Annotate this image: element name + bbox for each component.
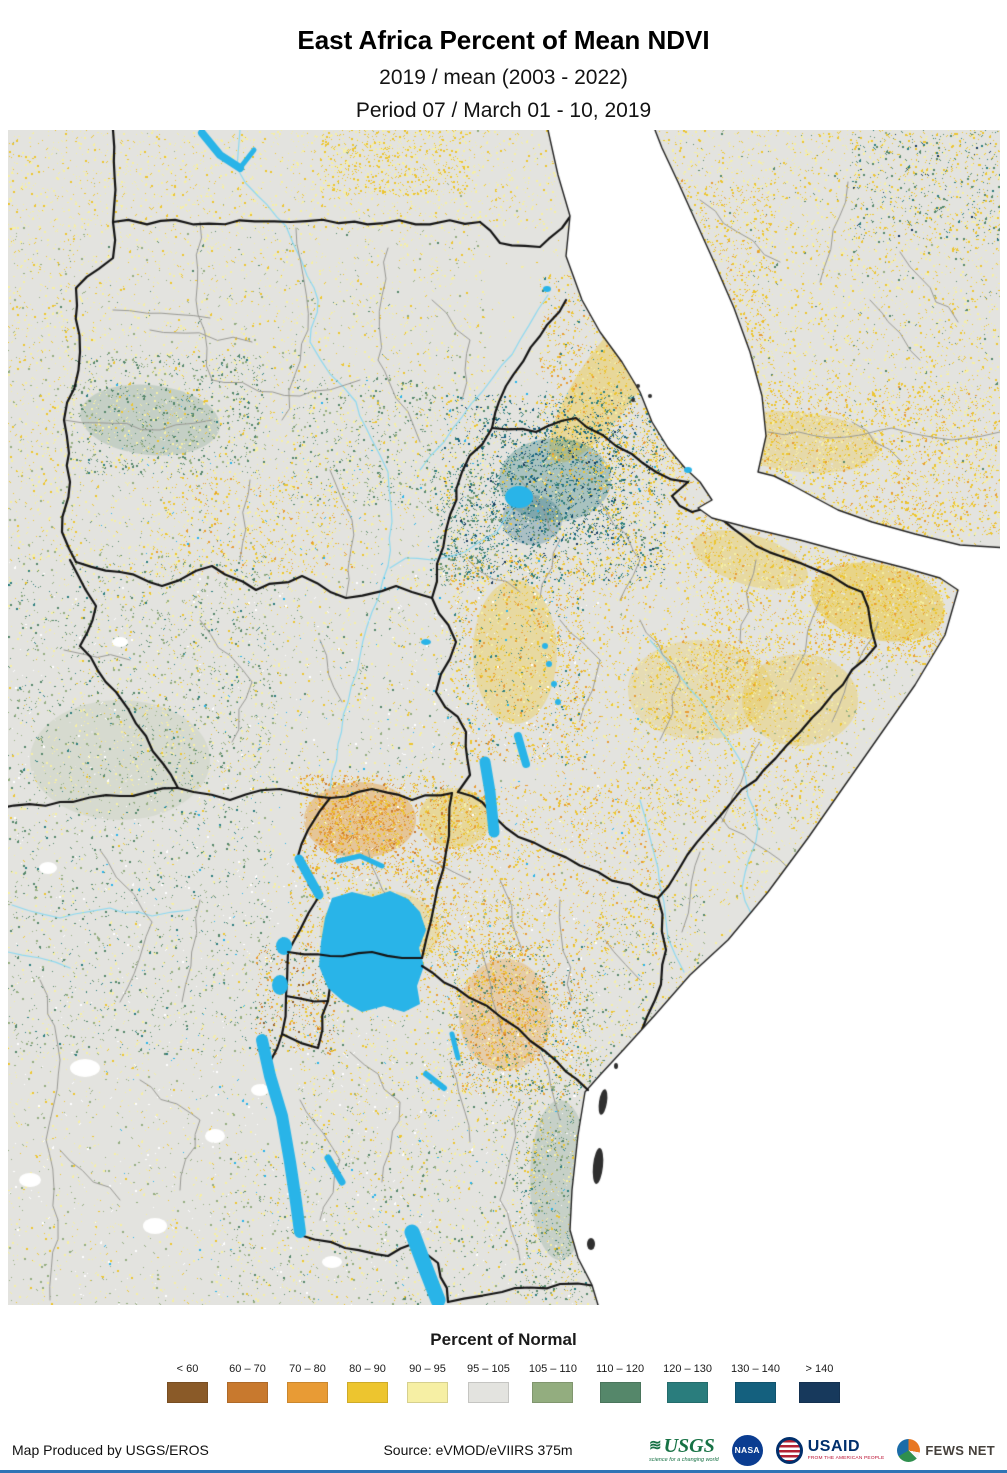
legend-row: < 60 60 – 70 70 – 80 80 – 90 90 – 95 95 – 105… — [0, 1363, 1007, 1403]
legend-class-label: 90 – 95 — [409, 1363, 446, 1375]
usgs-logo: ≋ USGS science for a changing world — [649, 1436, 719, 1464]
legend-title: Percent of Normal — [430, 1330, 577, 1349]
legend-class-label: < 60 — [176, 1363, 199, 1375]
legend-class-label: > 140 — [805, 1363, 834, 1375]
map-header: East Africa Percent of Mean NDVI 2019 / … — [0, 24, 1007, 124]
produced-by-text: Map Produced by USGS/EROS — [12, 1442, 209, 1458]
legend-swatch — [167, 1382, 209, 1403]
legend-swatch — [667, 1382, 709, 1403]
legend-class-label: 130 – 140 — [731, 1363, 780, 1375]
legend-swatch — [287, 1382, 329, 1403]
legend-class-label: 70 – 80 — [289, 1363, 326, 1375]
legend-swatch — [532, 1382, 574, 1403]
usgs-logo-main: ≋ USGS — [649, 1436, 715, 1456]
legend-item: 95 – 105 — [467, 1363, 510, 1403]
usaid-tagline: FROM THE AMERICAN PEOPLE — [807, 1455, 885, 1461]
fewsnet-logo-text: FEWS NET — [925, 1442, 995, 1458]
legend-swatch — [467, 1382, 509, 1403]
legend-item: > 140 — [798, 1363, 840, 1403]
usgs-wave-icon: ≋ — [649, 1437, 662, 1454]
usaid-logo: USAID FROM THE AMERICAN PEOPLE — [775, 1436, 885, 1464]
legend-item: 80 – 90 — [347, 1363, 389, 1403]
source-text: Source: eVMOD/eVIIRS 375m — [383, 1442, 573, 1458]
usgs-logo-text: USGS — [663, 1435, 715, 1458]
legend-swatch — [347, 1382, 389, 1403]
footer: Map Produced by USGS/EROS Source: eVMOD/… — [0, 1430, 1007, 1470]
footer-rule — [0, 1470, 1007, 1473]
legend-swatch — [227, 1382, 269, 1403]
usaid-seal-icon — [775, 1436, 803, 1464]
legend-item: 120 – 130 — [663, 1363, 712, 1403]
legend-class-label: 105 – 110 — [528, 1363, 577, 1375]
usaid-logo-text: USAID — [807, 1437, 861, 1455]
usaid-text: USAID FROM THE AMERICAN PEOPLE — [807, 1437, 885, 1462]
ndvi-map-canvas — [8, 130, 1000, 1305]
legend-swatch — [798, 1382, 840, 1403]
usgs-tagline: science for a changing world — [649, 1457, 719, 1464]
legend-class-label: 80 – 90 — [349, 1363, 386, 1375]
legend-swatch — [407, 1382, 449, 1403]
fewsnet-logo: FEWS NET — [897, 1438, 995, 1462]
legend-item: < 60 — [167, 1363, 209, 1403]
legend-swatch — [599, 1382, 641, 1403]
legend-class-label: 120 – 130 — [663, 1363, 713, 1375]
map-subtitle-ratio: 2019 / mean (2003 - 2022) — [379, 65, 628, 89]
legend-class-label: 110 – 120 — [595, 1363, 645, 1375]
nasa-logo: NASA — [731, 1434, 763, 1466]
legend-item: 90 – 95 — [407, 1363, 449, 1403]
legend-item: 60 – 70 — [227, 1363, 269, 1403]
legend-item: 105 – 110 — [529, 1363, 577, 1403]
map-subtitle-period: Period 07 / March 01 - 10, 2019 — [355, 99, 652, 123]
map-title: East Africa Percent of Mean NDVI — [297, 25, 710, 55]
fewsnet-globe-icon — [897, 1438, 921, 1462]
nasa-logo-text: NASA — [734, 1445, 760, 1455]
legend-item: 110 – 120 — [596, 1363, 644, 1403]
legend-class-label: 60 – 70 — [229, 1363, 266, 1375]
legend-class-label: 95 – 105 — [467, 1363, 510, 1375]
legend-swatch — [735, 1382, 776, 1403]
logo-row: ≋ USGS science for a changing world NASA… — [649, 1434, 995, 1466]
legend-item: 70 – 80 — [287, 1363, 329, 1403]
legend-item: 130 – 140 — [731, 1363, 780, 1403]
legend: Percent of Normal < 60 60 – 70 70 – 80 80 –… — [0, 1330, 1007, 1403]
